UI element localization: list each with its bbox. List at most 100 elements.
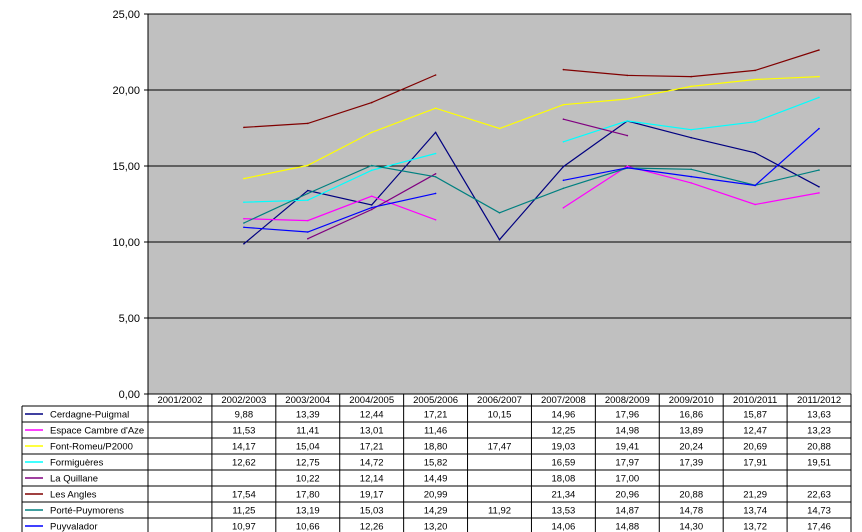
legend-entry: Espace Cambre d'Aze: [50, 426, 144, 437]
data-label: 17,39: [679, 458, 703, 469]
series-line-7: [563, 128, 820, 187]
data-label: 10,22: [296, 474, 320, 485]
data-label: 14,87: [615, 506, 639, 517]
data-label: 13,23: [807, 426, 831, 437]
data-label: 15,04: [296, 442, 320, 453]
legend-entry: Formiguères: [50, 458, 104, 469]
series-line-4: [563, 118, 628, 137]
data-label: 13,53: [552, 506, 576, 517]
data-label: 20,96: [615, 490, 639, 501]
y-tick-label: 5,00: [119, 313, 140, 325]
y-tick-label: 25,00: [112, 9, 140, 21]
legend-entry: Font-Romeu/P2000: [50, 442, 133, 453]
data-label: 14,72: [360, 458, 384, 469]
data-label: 12,75: [296, 458, 320, 469]
legend-entry: Les Angles: [50, 490, 97, 501]
data-label: 13,20: [424, 522, 448, 532]
data-label: 20,88: [679, 490, 703, 501]
y-tick-label: 15,00: [112, 161, 140, 173]
data-label: 17,96: [615, 410, 639, 421]
data-label: 19,51: [807, 458, 831, 469]
data-label: 10,66: [296, 522, 320, 532]
data-label: 14,30: [679, 522, 703, 532]
data-label: 22,63: [807, 490, 831, 501]
data-label: 14,96: [552, 410, 576, 421]
plot-area: [147, 13, 852, 395]
data-label: 11,53: [232, 426, 255, 437]
x-tick-label: 2007/2008: [541, 395, 586, 406]
series-line-5: [243, 74, 436, 128]
legend-entry: Puyvalador: [50, 522, 98, 532]
data-label: 18,80: [424, 442, 448, 453]
x-tick-label: 2008/2009: [605, 395, 650, 406]
y-tick-label: 0,00: [119, 389, 140, 401]
data-label: 19,03: [552, 442, 576, 453]
data-label: 14,98: [615, 426, 639, 437]
data-label: 12,26: [360, 522, 384, 532]
data-label: 18,08: [552, 474, 576, 485]
x-tick-label: 2004/2005: [349, 395, 394, 406]
data-label: 17,54: [232, 490, 256, 501]
data-label: 14,73: [807, 506, 831, 517]
data-label: 20,88: [807, 442, 831, 453]
data-label: 17,97: [615, 458, 639, 469]
data-label: 19,17: [360, 490, 384, 501]
data-label: 9,88: [235, 410, 254, 421]
series-line-1: [243, 195, 436, 222]
series-line-2: [243, 76, 820, 180]
data-label: 15,82: [424, 458, 448, 469]
data-label: 13,19: [296, 506, 320, 517]
data-label: 14,78: [679, 506, 703, 517]
data-label: 21,34: [552, 490, 576, 501]
data-label: 13,01: [360, 426, 384, 437]
data-label: 11,41: [296, 426, 319, 437]
data-label: 17,21: [424, 410, 448, 421]
data-label: 12,25: [552, 426, 576, 437]
data-table: 2001/2002 2002/2003 2003/2004 2004/2005 2005…: [21, 393, 852, 532]
data-label: 12,44: [360, 410, 384, 421]
data-label: 21,29: [743, 490, 767, 501]
legend-entry: La Quillane: [50, 474, 98, 485]
data-label: 16,59: [552, 458, 576, 469]
y-axis: 0,00 5,00 10,00 15,00 20,00 25,00: [112, 9, 149, 401]
data-label: 20,24: [679, 442, 703, 453]
legend-entry: Porté-Puymorens: [50, 506, 124, 517]
plot-background: [147, 13, 852, 395]
data-label: 10,15: [488, 410, 512, 421]
data-label: 13,39: [296, 410, 320, 421]
data-label: 19,41: [615, 442, 639, 453]
data-label: 17,46: [807, 522, 831, 532]
data-label: 10,97: [232, 522, 256, 532]
data-label: 11,46: [424, 426, 447, 437]
data-label: 17,00: [615, 474, 639, 485]
series-line-3: [243, 152, 436, 203]
data-label: 12,14: [360, 474, 384, 485]
series-line-3: [563, 96, 820, 143]
x-tick-label: 2003/2004: [285, 395, 330, 406]
data-label: 20,99: [424, 490, 448, 501]
x-tick-label: 2005/2006: [413, 395, 458, 406]
x-tick-label: 2009/2010: [669, 395, 714, 406]
data-label: 17,91: [743, 458, 767, 469]
data-label: 11,92: [488, 506, 511, 517]
data-label: 13,72: [743, 522, 767, 532]
data-label: 12,47: [743, 426, 767, 437]
series-line-1: [563, 165, 820, 209]
data-label: 11,25: [232, 506, 255, 517]
data-label: 14,49: [424, 474, 448, 485]
x-tick-label: 2010/2011: [733, 395, 777, 406]
y-tick-label: 20,00: [112, 85, 140, 97]
series-line-5: [563, 49, 820, 78]
data-label: 14,29: [424, 506, 448, 517]
data-label: 17,80: [296, 490, 320, 501]
series-line-4: [307, 173, 436, 240]
data-label: 13,63: [807, 410, 831, 421]
data-label: 14,06: [552, 522, 576, 532]
data-label: 20,69: [743, 442, 767, 453]
data-label: 13,74: [743, 506, 767, 517]
series-line-7: [243, 192, 436, 233]
x-tick-label: 2002/2003: [221, 395, 266, 406]
data-label: 15,87: [743, 410, 767, 421]
x-tick-label: 2001/2002: [157, 395, 202, 406]
